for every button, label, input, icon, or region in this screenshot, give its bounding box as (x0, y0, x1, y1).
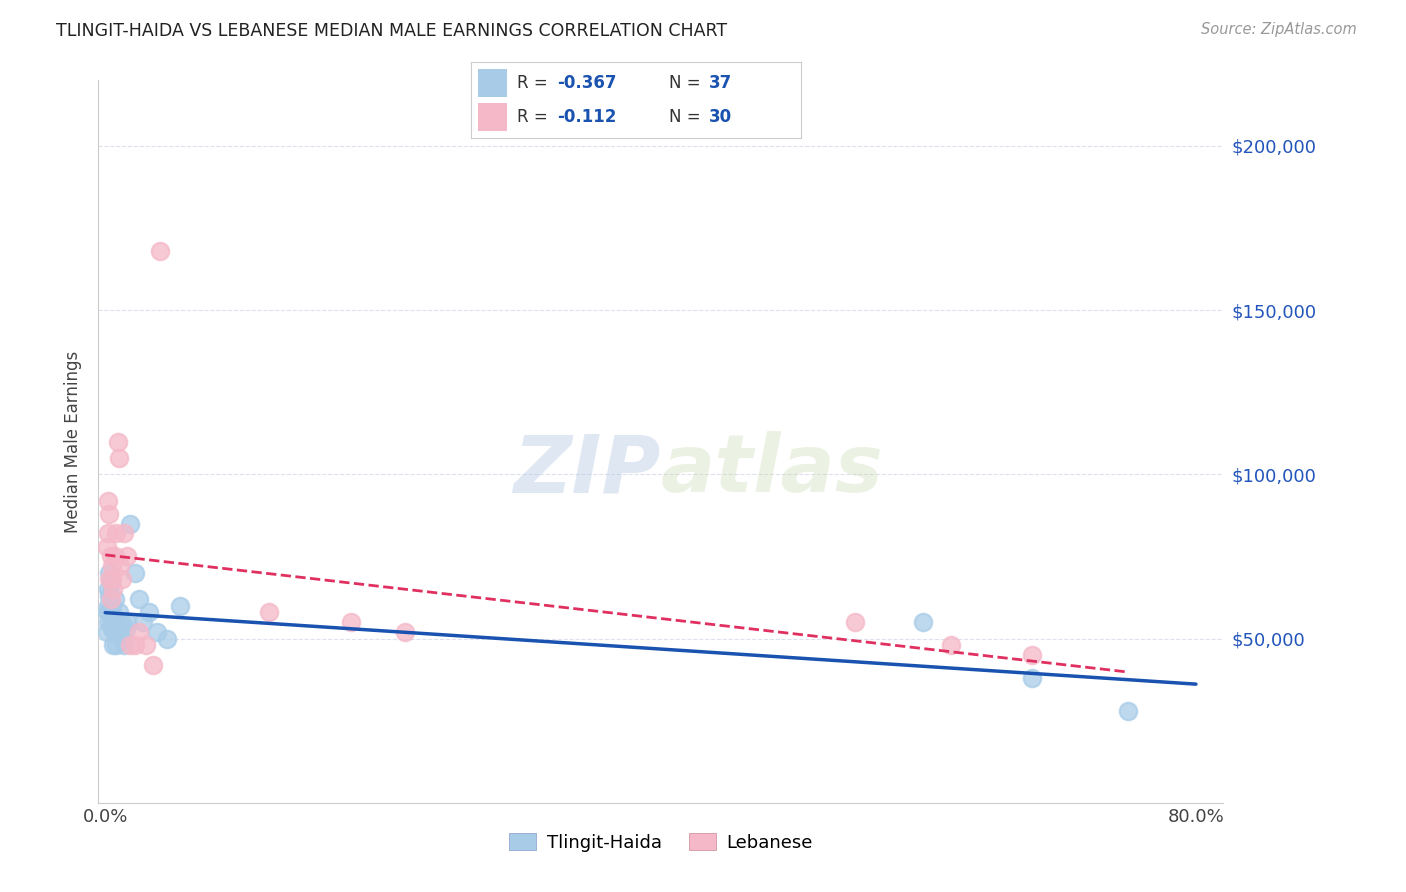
Point (115, 549, 138, 564)
FancyBboxPatch shape (478, 103, 508, 130)
Point (142, 657, 165, 672)
Point (118, 638, 141, 652)
Point (114, 622, 136, 636)
Legend: Tlingit-Haida, Lebanese: Tlingit-Haida, Lebanese (502, 826, 820, 859)
FancyBboxPatch shape (478, 70, 508, 96)
Point (394, 625, 416, 640)
Point (96, 625, 118, 640)
Text: -0.112: -0.112 (557, 108, 616, 126)
Text: TLINGIT-HAIDA VS LEBANESE MEDIAN MALE EARNINGS CORRELATION CHART: TLINGIT-HAIDA VS LEBANESE MEDIAN MALE EA… (56, 22, 727, 40)
Point (110, 615, 132, 630)
Text: atlas: atlas (661, 432, 883, 509)
Point (132, 615, 155, 630)
Point (112, 638, 135, 652)
Point (118, 516, 141, 531)
Point (110, 625, 132, 640)
Point (1021, 648, 1043, 662)
Text: R =: R = (517, 74, 554, 92)
Point (155, 632, 177, 646)
Point (169, 599, 191, 613)
Point (115, 615, 138, 630)
Point (96, 605, 118, 619)
Point (97, 526, 120, 541)
Point (912, 615, 935, 630)
Point (103, 638, 125, 652)
Point (1021, 671, 1043, 685)
Text: 37: 37 (709, 74, 733, 92)
Point (101, 559, 124, 574)
Y-axis label: Median Male Earnings: Median Male Earnings (65, 351, 83, 533)
Point (110, 573, 132, 587)
Point (257, 605, 280, 619)
Point (98, 605, 121, 619)
Point (104, 592, 127, 607)
Text: Source: ZipAtlas.com: Source: ZipAtlas.com (1201, 22, 1357, 37)
Point (124, 566, 146, 580)
Point (104, 549, 127, 564)
Point (110, 559, 132, 574)
Point (107, 434, 129, 449)
Point (100, 575, 122, 590)
Point (98, 507, 121, 521)
Point (128, 625, 150, 640)
Point (100, 549, 122, 564)
Point (98, 566, 121, 580)
Text: ZIP: ZIP (513, 432, 661, 509)
Point (101, 573, 124, 587)
Point (108, 450, 131, 465)
Point (96, 540, 118, 554)
Point (844, 615, 866, 630)
Point (101, 622, 124, 636)
Point (105, 526, 128, 541)
Point (108, 605, 131, 619)
Point (104, 625, 127, 640)
Text: N =: N = (669, 74, 706, 92)
Point (97, 582, 120, 597)
Point (339, 615, 361, 630)
Point (97, 493, 120, 508)
Point (146, 625, 169, 640)
Point (107, 622, 129, 636)
Point (97, 599, 120, 613)
Point (111, 632, 134, 646)
Point (149, 244, 172, 258)
Point (97, 615, 120, 630)
Point (1116, 704, 1139, 718)
Text: -0.367: -0.367 (557, 74, 616, 92)
Point (105, 615, 128, 630)
Point (105, 638, 128, 652)
Point (100, 615, 122, 630)
Text: R =: R = (517, 108, 558, 126)
Point (128, 592, 150, 607)
Point (98, 589, 121, 603)
Point (100, 592, 122, 607)
Point (135, 638, 157, 652)
Point (138, 605, 160, 619)
Point (103, 582, 125, 597)
Point (103, 608, 125, 623)
Text: N =: N = (669, 108, 706, 126)
Text: 30: 30 (709, 108, 733, 126)
Point (939, 638, 962, 652)
Point (112, 526, 135, 541)
Point (98, 573, 121, 587)
Point (101, 599, 124, 613)
Point (124, 638, 146, 652)
